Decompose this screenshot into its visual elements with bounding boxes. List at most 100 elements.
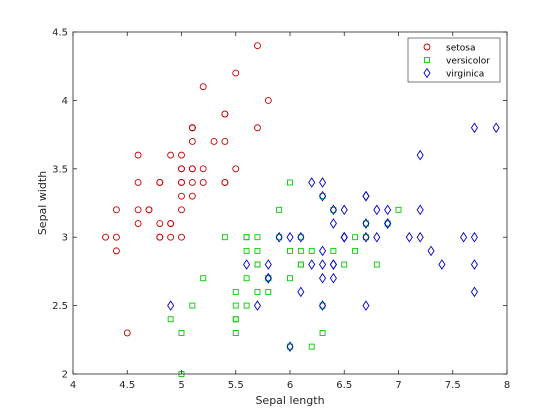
virginica-point [329, 218, 337, 229]
virginica-point [308, 259, 316, 270]
legend-label-setosa: setosa [446, 44, 475, 54]
virginica-point [416, 149, 424, 161]
versicolor-point [254, 261, 261, 268]
x-tick-label: 6 [287, 380, 293, 391]
setosa-point [167, 233, 175, 241]
virginica-point [243, 259, 251, 270]
virginica-point [470, 231, 478, 243]
virginica-point [329, 272, 337, 284]
virginica-point [286, 341, 294, 352]
virginica-point [362, 218, 370, 229]
versicolor-point [297, 247, 304, 254]
virginica-point [264, 272, 272, 284]
setosa-point [221, 179, 229, 186]
legend-marker-versicolor [424, 57, 430, 63]
setosa-point [167, 151, 175, 159]
setosa-point [156, 233, 164, 241]
virginica-point [362, 231, 370, 243]
y-axis-label: Sepal width [36, 171, 49, 235]
versicolor-point [287, 247, 293, 254]
versicolor-point [297, 261, 304, 268]
setosa-point [134, 151, 142, 159]
virginica-point [319, 245, 327, 257]
virginica-point [319, 259, 327, 270]
setosa-point [232, 69, 240, 77]
virginica-point [492, 122, 500, 134]
versicolor-point [341, 261, 348, 268]
virginica-point [470, 259, 478, 270]
setosa-point [199, 165, 207, 173]
y-tick-label: 2.5 [52, 301, 68, 312]
versicolor-point [308, 247, 315, 254]
setosa-point [145, 206, 153, 214]
virginica-point [405, 231, 413, 243]
versicolor-point [352, 234, 359, 241]
setosa-point [134, 179, 142, 186]
versicolor-point [243, 234, 250, 241]
legend-marker-setosa [423, 43, 431, 51]
versicolor-point [254, 288, 261, 295]
versicolor-point [319, 330, 326, 336]
x-tick-label: 6.5 [336, 380, 352, 391]
virginica-point [297, 231, 305, 243]
legend-label-virginica: virginica [446, 70, 484, 80]
x-axis-label: Sepal length [255, 394, 324, 407]
setosa-point [210, 137, 218, 145]
versicolor-point [243, 302, 250, 309]
versicolor-point [276, 206, 283, 213]
versicolor-point [254, 247, 261, 254]
x-tick-label: 7 [395, 380, 401, 391]
setosa-point [221, 137, 229, 145]
setosa-point [188, 137, 196, 145]
virginica-point [319, 190, 327, 202]
setosa-point [178, 151, 185, 159]
versicolor-point [395, 206, 402, 213]
setosa-point [178, 233, 185, 241]
versicolor-point [330, 247, 337, 254]
axis-ticks: 4 4.5 5 5.5 6 6.5 7 7.5 8 2 2.5 3 3.5 4 4.5 [52, 28, 510, 392]
y-tick-label: 3 [62, 233, 68, 244]
x-tick-label: 8 [504, 380, 510, 391]
setosa-point [188, 165, 196, 173]
setosa-point [264, 96, 272, 104]
setosa-point [134, 220, 142, 227]
versicolor-point [232, 316, 239, 323]
virginica-point [329, 259, 337, 270]
setosa-point [156, 179, 164, 186]
virginica-point [438, 259, 446, 270]
setosa-point [178, 179, 185, 186]
setosa-point [112, 247, 120, 255]
versicolor-point [287, 275, 293, 282]
versicolor-point [287, 179, 293, 186]
virginica-point [329, 204, 337, 216]
virginica-point [167, 300, 175, 311]
versicolor-point [232, 302, 239, 309]
setosa-point [178, 192, 185, 200]
virginica-point [286, 231, 294, 243]
setosa-point [123, 329, 131, 337]
versicolor-point [167, 316, 174, 323]
virginica-point [362, 300, 370, 311]
y-tick-label: 4.5 [52, 28, 68, 39]
virginica-point [319, 177, 327, 188]
legend: setosa versicolor virginica [407, 37, 501, 83]
setosa-point [199, 179, 207, 186]
virginica-point [416, 204, 424, 216]
setosa-point [254, 42, 261, 50]
virginica-point [253, 300, 261, 311]
virginica-point [416, 231, 424, 243]
virginica-point [264, 259, 272, 270]
y-tick-label: 2 [62, 370, 68, 381]
virginica-point [384, 204, 392, 216]
data-points [102, 42, 500, 377]
virginica-point [470, 286, 478, 298]
versicolor-point [265, 288, 272, 295]
setosa-point [254, 124, 261, 132]
virginica-point [460, 231, 468, 243]
x-tick-label: 4 [70, 380, 76, 391]
virginica-point [470, 122, 478, 134]
setosa-point [134, 206, 142, 214]
versicolor-point [254, 234, 261, 241]
